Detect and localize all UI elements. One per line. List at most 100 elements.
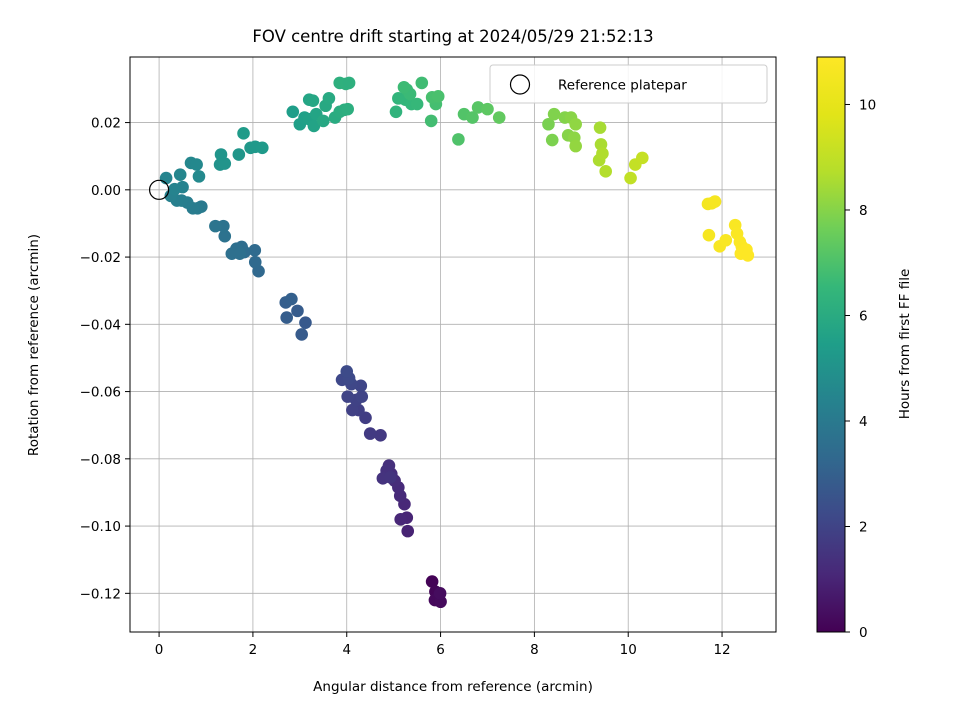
data-point — [471, 101, 485, 114]
plot-frame — [129, 56, 777, 633]
data-point — [452, 133, 465, 146]
legend-label: Reference platepar — [558, 78, 687, 94]
data-point — [425, 575, 439, 588]
data-point — [209, 219, 222, 233]
data-point — [547, 107, 561, 121]
data-point — [237, 127, 250, 140]
y-tick-label: −0.10 — [80, 519, 121, 535]
data-point — [481, 102, 494, 116]
data-point — [569, 117, 582, 131]
data-point — [741, 249, 755, 262]
data-point — [316, 114, 330, 128]
x-tick-label: 6 — [436, 642, 445, 658]
data-point — [291, 304, 304, 318]
data-point — [341, 390, 354, 403]
x-tick-label: 12 — [713, 642, 730, 658]
data-point — [286, 105, 300, 119]
x-tick-label: 0 — [155, 642, 164, 658]
data-point — [719, 233, 733, 247]
data-point — [280, 311, 293, 324]
colorbar-ticks: 0 2 4 6 8 10 — [845, 97, 876, 641]
data-point — [355, 390, 369, 403]
data-point — [306, 94, 320, 108]
data-point — [624, 171, 637, 185]
y-tick-label: 0.02 — [91, 116, 121, 132]
data-point — [542, 117, 555, 131]
y-tick-label: −0.02 — [80, 250, 121, 266]
data-point — [299, 316, 312, 329]
y-axis-ticks: −0.12 −0.10 −0.08 −0.06 −0.04 −0.02 0.00 0.02 — [80, 116, 130, 602]
y-tick-label: −0.08 — [80, 452, 121, 468]
colorbar-tick-label: 0 — [859, 625, 868, 641]
data-point — [410, 97, 424, 111]
data-point — [322, 92, 336, 105]
data-point — [415, 76, 429, 90]
data-point — [232, 148, 246, 161]
data-point — [596, 147, 609, 160]
data-point — [363, 427, 377, 440]
chart-title: FOV centre drift starting at 2024/05/29 … — [252, 27, 653, 46]
legend: Reference platepar — [489, 64, 768, 104]
data-point — [340, 365, 354, 378]
data-point — [569, 139, 582, 153]
reference-platepar-marker — [148, 179, 170, 200]
data-point — [173, 168, 187, 181]
x-tick-label: 10 — [620, 642, 637, 658]
data-point — [233, 247, 247, 261]
y-tick-label: 0.00 — [91, 183, 121, 199]
data-point — [599, 165, 613, 178]
data-point — [159, 171, 173, 185]
data-point — [397, 80, 411, 94]
data-point — [342, 76, 356, 90]
data-point — [214, 148, 228, 161]
data-point — [492, 111, 506, 124]
data-points — [148, 76, 755, 609]
x-tick-label: 2 — [249, 642, 258, 658]
data-point — [255, 141, 269, 155]
data-point — [346, 403, 359, 417]
data-point — [354, 379, 368, 393]
data-point — [593, 121, 607, 134]
data-point — [295, 328, 309, 341]
data-point — [431, 90, 445, 103]
y-tick-label: −0.04 — [80, 317, 121, 333]
data-point — [424, 114, 438, 128]
colorbar-tick-label: 2 — [859, 519, 868, 535]
data-point — [384, 471, 397, 484]
y-tick-label: −0.06 — [80, 385, 121, 401]
grid — [130, 57, 776, 632]
x-tick-label: 8 — [530, 642, 539, 658]
data-point — [341, 102, 354, 116]
y-axis-label: Rotation from reference (arcmin) — [26, 234, 42, 456]
data-point — [389, 105, 403, 119]
data-point — [394, 513, 407, 526]
data-point — [218, 229, 232, 243]
data-point — [708, 195, 722, 208]
colorbar-tick-label: 8 — [859, 203, 868, 219]
data-point — [248, 255, 262, 269]
colorbar-gradient — [816, 56, 846, 633]
colorbar-tick-label: 6 — [859, 308, 868, 324]
data-point — [248, 244, 262, 257]
data-point — [545, 133, 559, 147]
data-point — [190, 158, 203, 171]
colorbar: 0 2 4 6 8 10 Hours from first FF file — [816, 56, 913, 641]
y-tick-label: −0.12 — [80, 586, 121, 602]
colorbar-label: Hours from first FF file — [897, 269, 913, 420]
x-axis-label: Angular distance from reference (arcmin) — [313, 679, 593, 695]
legend-box — [489, 64, 768, 104]
x-tick-label: 4 — [342, 642, 351, 658]
data-point — [401, 524, 415, 538]
data-point — [635, 151, 649, 165]
colorbar-tick-label: 4 — [859, 414, 868, 430]
data-point — [466, 111, 479, 124]
data-point — [168, 182, 181, 196]
data-point — [702, 228, 716, 242]
data-point — [433, 587, 447, 600]
data-point — [192, 170, 206, 183]
data-point — [285, 292, 298, 306]
data-point — [374, 428, 387, 442]
data-point — [307, 119, 321, 133]
colorbar-tick-label: 10 — [859, 97, 876, 113]
